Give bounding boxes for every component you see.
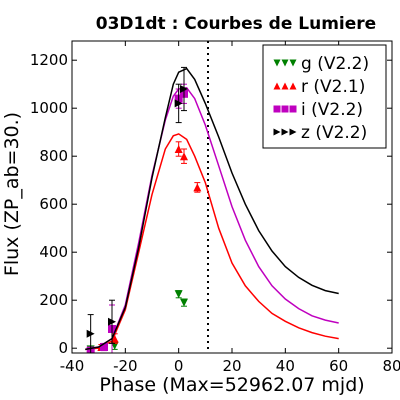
legend-marker-i-0 xyxy=(273,105,281,113)
y-tick-label-3: 600 xyxy=(39,195,68,213)
x-axis-label: Phase (Max=52962.07 mjd) xyxy=(99,374,364,396)
x-tick-label-2: 0 xyxy=(174,357,184,375)
y-tick-label-2: 400 xyxy=(39,243,68,261)
legend-marker-z-0 xyxy=(273,128,281,136)
legend-marker-g-0 xyxy=(273,59,281,67)
y-tick-label-6: 1200 xyxy=(30,51,68,69)
point-i-1 xyxy=(100,343,108,351)
legend-label-z: z (V2.2) xyxy=(301,123,367,143)
legend-label-g: g (V2.2) xyxy=(301,54,369,74)
x-tick-label-1: -20 xyxy=(113,357,138,375)
x-tick-label-3: 20 xyxy=(222,357,241,375)
legend-label-r: r (V2.1) xyxy=(301,77,365,97)
curve-r xyxy=(85,133,339,351)
legend-marker-r-2 xyxy=(289,82,297,90)
point-z-2 xyxy=(174,99,183,108)
y-tick-label-1: 200 xyxy=(39,291,68,309)
legend-label-i: i (V2.2) xyxy=(301,100,363,120)
legend-marker-r-1 xyxy=(281,82,289,90)
point-r-3 xyxy=(174,145,183,153)
x-tick-label-4: 40 xyxy=(276,357,295,375)
legend-marker-i-2 xyxy=(289,105,297,113)
legend-marker-r-0 xyxy=(273,82,281,90)
point-g-3 xyxy=(180,298,188,307)
y-tick-label-0: 0 xyxy=(58,339,68,357)
x-tick-label-6: 80 xyxy=(382,357,400,375)
curve-z xyxy=(85,67,339,351)
legend-marker-g-1 xyxy=(281,59,289,67)
point-z-0 xyxy=(86,329,95,338)
x-tick-label-5: 60 xyxy=(329,357,348,375)
chart-marks xyxy=(85,41,339,353)
point-z-3 xyxy=(180,85,188,93)
point-z-1 xyxy=(108,317,116,326)
clipped-marks xyxy=(85,41,339,353)
legend-marker-g-2 xyxy=(289,59,297,67)
point-r-2 xyxy=(110,334,119,343)
y-tick-label-5: 1000 xyxy=(30,99,68,117)
point-r-5 xyxy=(193,183,202,192)
legend: g (V2.2) r (V2.1) i (V2.2) z (V2.2) xyxy=(262,44,387,149)
y-tick-label-4: 800 xyxy=(39,147,68,165)
legend-marker-i-1 xyxy=(281,105,289,113)
legend-marker-z-2 xyxy=(289,128,297,136)
y-axis-label: Flux (ZP_ab=30.) xyxy=(1,112,23,276)
legend-marker-z-1 xyxy=(281,128,289,136)
point-r-4 xyxy=(180,152,188,161)
curve-i xyxy=(85,86,339,351)
chart-title: 03D1dt : Courbes de Lumiere xyxy=(96,14,376,34)
point-g-2 xyxy=(174,290,183,299)
x-tick-label-0: -40 xyxy=(60,357,85,375)
